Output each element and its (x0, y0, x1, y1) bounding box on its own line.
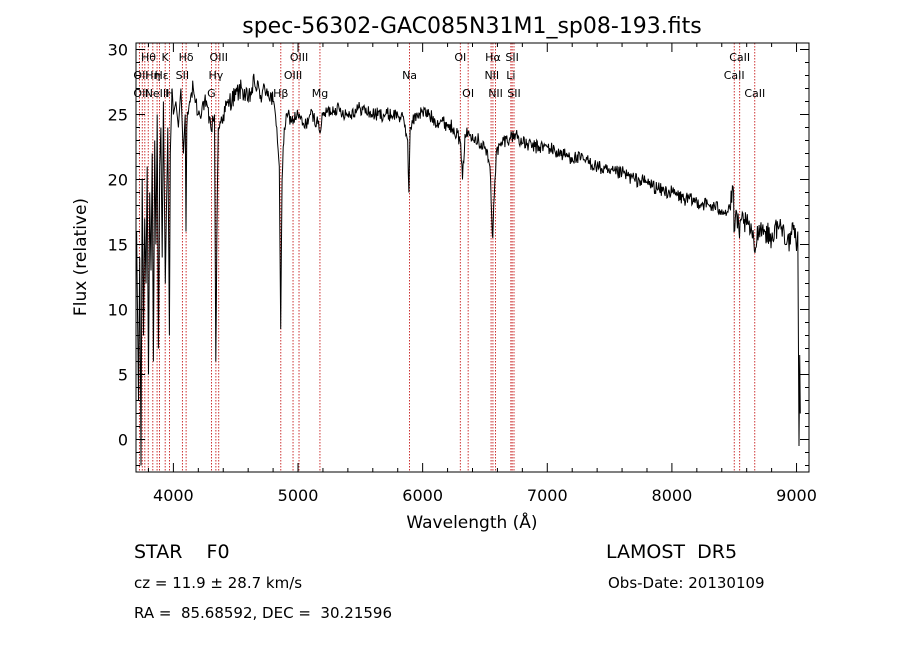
line-label-10: Hη (145, 69, 160, 82)
line-label-4: OIII (290, 51, 308, 64)
line-label-15: Na (402, 69, 417, 82)
line-label-26: NII (488, 87, 503, 100)
line-label-11: Hε (154, 69, 168, 82)
x-tick-label-0: 4000 (153, 486, 194, 505)
axes-frame (135, 42, 810, 473)
obs-date-text: Obs-Date: 20130109 (608, 574, 765, 592)
y-axis-label: Flux (relative) (71, 198, 91, 316)
chart-title: spec-56302-GAC085N31M1_sp08-193.fits (242, 14, 702, 39)
line-label-20: NeIII (145, 87, 170, 100)
line-label-17: Li (506, 69, 515, 82)
line-label-24: Mg (312, 87, 328, 100)
redshift-text: cz = 11.9 ± 28.7 km/s (134, 574, 303, 592)
line-label-2: Hδ (179, 51, 194, 64)
line-label-1: K (162, 51, 170, 64)
line-label-27: SII (507, 87, 520, 100)
line-label-13: Hγ (208, 69, 223, 82)
line-label-22: G (207, 87, 216, 100)
line-label-5: OI (454, 51, 466, 64)
y-tick-label-3: 15 (108, 236, 128, 255)
line-label-28: CaII (744, 87, 765, 100)
y-tick-label-4: 20 (108, 171, 128, 190)
axis-ticks: 4000 5000 6000 7000 8000 9000 0 5 10 15 20 25 30 (108, 41, 817, 506)
y-tick-label-5: 25 (108, 106, 128, 125)
survey-label: LAMOST DR5 (606, 541, 738, 563)
x-tick-label-2: 6000 (402, 486, 443, 505)
x-tick-label-5: 9000 (776, 486, 817, 505)
y-tick-label-2: 10 (108, 301, 128, 320)
line-label-16: NII (484, 69, 499, 82)
series-layer (136, 73, 801, 466)
line-label-14: OIII (284, 69, 302, 82)
line-label-0: Hθ (141, 51, 156, 64)
line-label-19: OII (133, 87, 148, 100)
coordinates-text: RA = 85.68592, DEC = 30.21596 (134, 604, 393, 622)
line-label-8: CaII (729, 51, 750, 64)
spectrum-series-0 (136, 73, 801, 466)
y-tick-label-6: 30 (108, 41, 128, 60)
x-tick-label-3: 7000 (527, 486, 568, 505)
line-label-7: SII (505, 51, 518, 64)
line-label-23: Hβ (273, 87, 288, 100)
x-axis-label: Wavelength (Å) (406, 511, 537, 533)
line-label-25: OI (462, 87, 474, 100)
classification-label: STAR F0 (134, 541, 230, 563)
line-label-3: OIII (210, 51, 228, 64)
line-label-9: OII (133, 69, 148, 82)
y-tick-label-1: 5 (118, 366, 128, 385)
line-label-21: H (165, 87, 173, 100)
y-tick-label-0: 0 (118, 431, 128, 450)
x-tick-label-1: 5000 (278, 486, 319, 505)
line-label-6: Hα (485, 51, 501, 64)
line-label-12: SII (176, 69, 189, 82)
x-tick-label-4: 8000 (652, 486, 693, 505)
line-label-18: CaII (724, 69, 745, 82)
